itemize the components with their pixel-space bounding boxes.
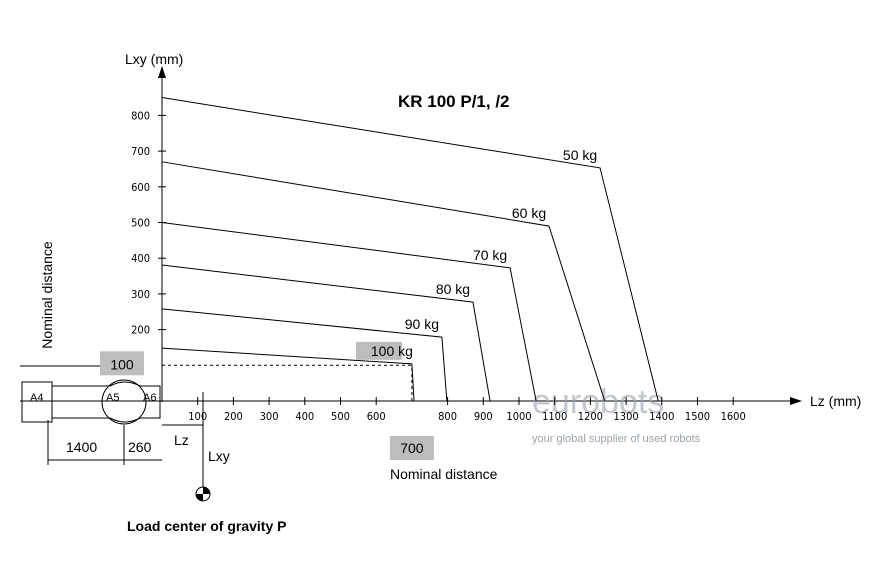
x-tick-label: 100 xyxy=(188,410,207,423)
x-tick-label: 1200 xyxy=(578,410,603,423)
x-tick-label: 900 xyxy=(474,410,493,423)
nominal-x-value: 700 xyxy=(400,440,424,456)
y-tick-label: 700 xyxy=(131,145,150,158)
watermark: eurobots xyxy=(532,383,664,421)
y-tick-label: 400 xyxy=(131,252,150,265)
dimension-label: 1400 xyxy=(66,439,97,455)
x-tick-label: 1600 xyxy=(721,410,746,423)
x-tick-label: 200 xyxy=(224,410,243,423)
nominal-x-box xyxy=(389,436,434,460)
nominal-x-label: Nominal distance xyxy=(390,466,498,482)
load-curve xyxy=(161,264,491,402)
load-curve xyxy=(161,97,659,402)
x-tick-label: 1500 xyxy=(685,410,710,423)
x-axis-label: Lz (mm) xyxy=(810,393,861,409)
nominal-y-label: Nominal distance xyxy=(39,241,55,349)
axis-a5: A5 xyxy=(106,392,119,404)
x-tick-label: 1000 xyxy=(506,410,531,423)
load-curve xyxy=(161,347,415,402)
y-arrow xyxy=(158,66,166,78)
axis-a4: A4 xyxy=(30,392,43,404)
dimension-label: 260 xyxy=(128,439,152,455)
y-tick-label: 600 xyxy=(131,181,150,194)
load-curve xyxy=(161,308,448,402)
axis-a6: A6 xyxy=(143,392,156,404)
x-tick-label: 300 xyxy=(260,410,279,423)
y-tick-label: 500 xyxy=(131,217,150,230)
y-axis-label: Lxy (mm) xyxy=(125,51,183,67)
lz-label: Lz xyxy=(174,432,189,448)
watermark-tagline: your global supplier of used robots xyxy=(532,433,701,445)
curve-label: 80 kg xyxy=(436,281,470,297)
nominal-y-value: 100 xyxy=(110,356,134,372)
load-center-fill xyxy=(196,487,210,501)
load-curve xyxy=(161,161,606,402)
x-tick-label: 500 xyxy=(331,410,350,423)
x-tick-label: 600 xyxy=(367,410,386,423)
footer: Load center of gravity P xyxy=(127,518,286,534)
label-box xyxy=(355,341,402,360)
nominal-y-box xyxy=(100,351,144,376)
x-tick-label: 800 xyxy=(438,410,457,423)
curve-label: 100 kg xyxy=(371,343,413,359)
x-tick-label: 1400 xyxy=(649,410,674,423)
load-curve xyxy=(161,222,537,402)
y-tick-label: 200 xyxy=(131,324,150,337)
y-tick-label: 300 xyxy=(131,288,150,301)
robot-a5 xyxy=(101,379,147,425)
x-arrow xyxy=(790,397,802,405)
robot-arm xyxy=(51,381,161,423)
curve-label: 90 kg xyxy=(405,316,439,332)
curve-label: 50 kg xyxy=(563,147,597,163)
curve-label: 70 kg xyxy=(473,247,507,263)
curve-label: 60 kg xyxy=(512,205,546,221)
x-tick-label: 1100 xyxy=(542,410,567,423)
x-tick-label: 400 xyxy=(295,410,314,423)
x-tick-label: 1300 xyxy=(614,410,639,423)
lxy-label: Lxy xyxy=(208,448,230,464)
chart-title: KR 100 P/1, /2 xyxy=(398,92,510,111)
y-tick-label: 800 xyxy=(131,109,150,122)
